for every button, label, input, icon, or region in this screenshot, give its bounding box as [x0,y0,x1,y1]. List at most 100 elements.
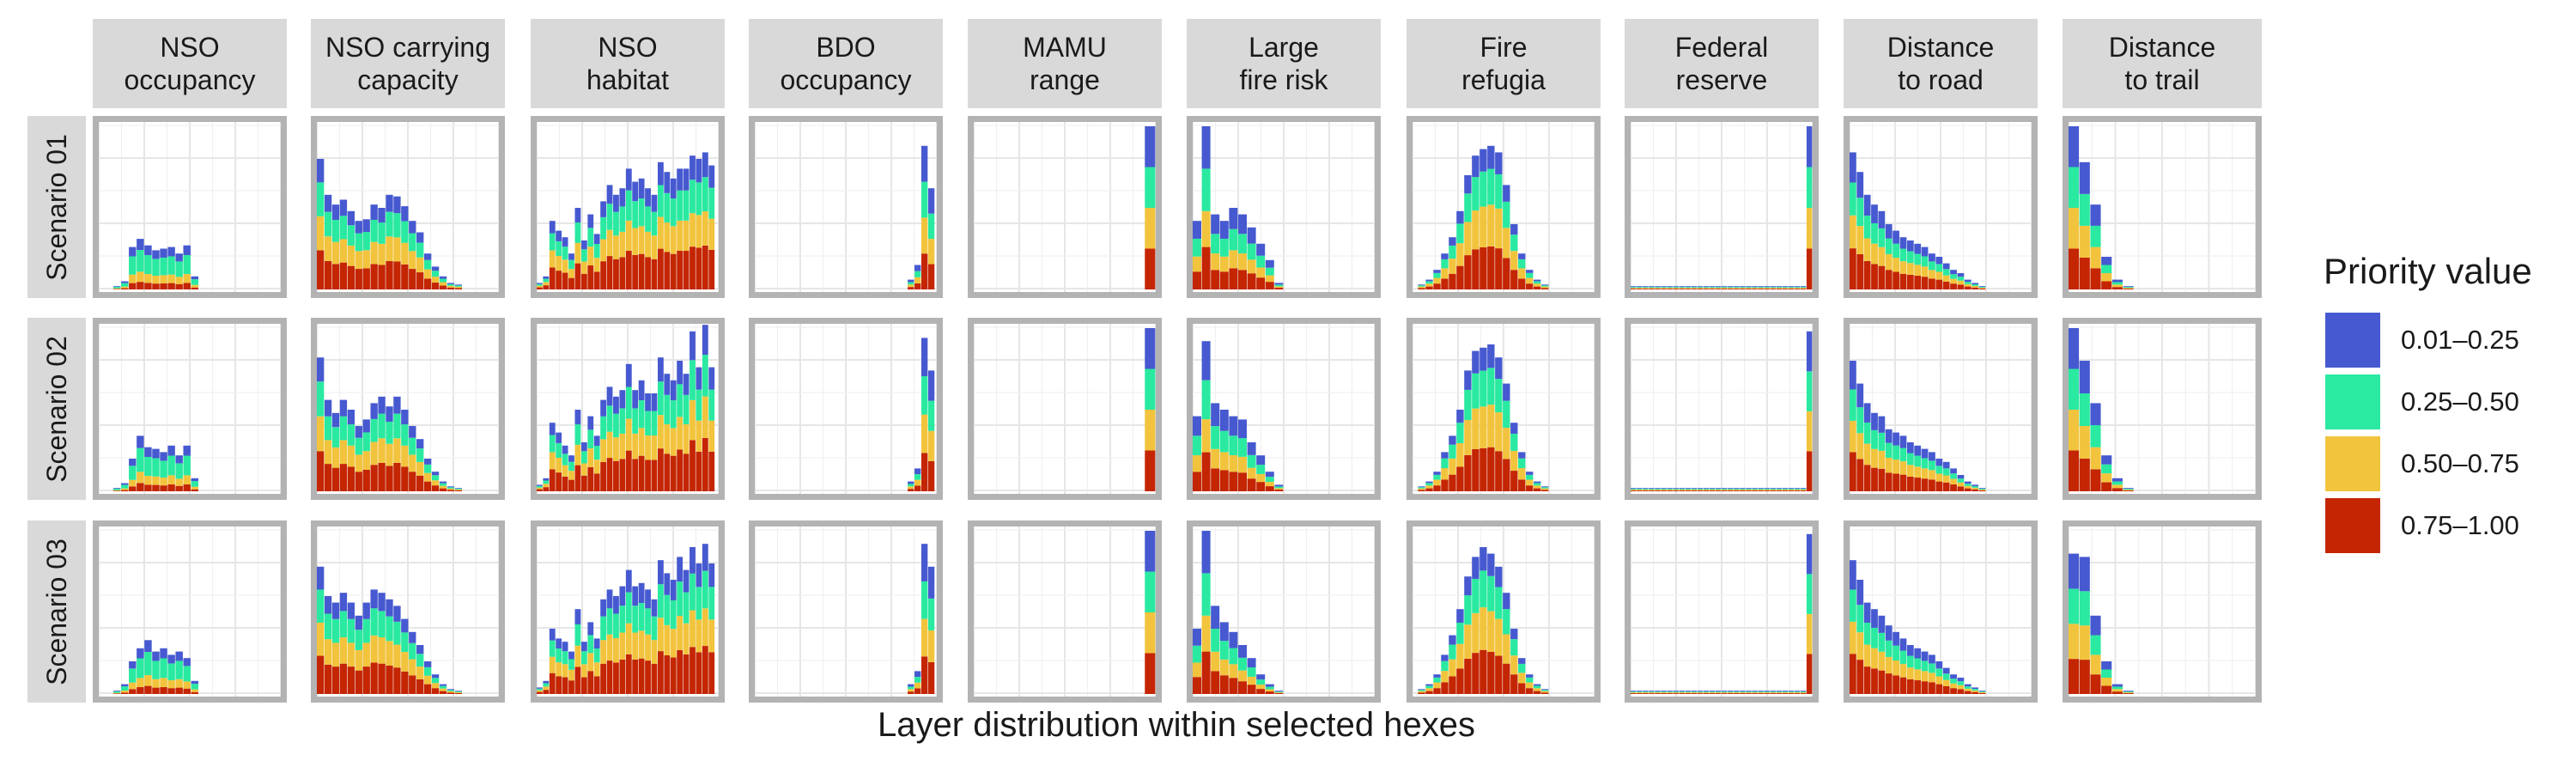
histogram-bar-segment [1715,488,1722,490]
histogram-bar-segment [167,445,175,456]
histogram-bar-segment [632,659,639,694]
histogram-bar-segment [1871,609,1878,628]
histogram-bar-segment [1957,486,1965,491]
histogram-bar-segment [1850,589,1856,622]
histogram-bar-segment [1764,287,1770,289]
histogram-bar-segment [696,587,702,620]
histogram-bar-segment [1211,448,1220,469]
facet-row-label-s03: Scenario 03 [27,520,86,703]
histogram-bar-segment [401,242,409,265]
histogram-bar-segment [362,268,370,289]
histogram-bar-segment [1238,270,1247,289]
histogram-bar-segment [439,688,447,691]
histogram-bar-segment [657,618,664,652]
histogram-bar-segment [1433,674,1441,678]
histogram-bar-segment [606,256,613,289]
histogram-bar-segment [152,687,160,694]
histogram-bar-segment [1878,416,1886,433]
histogram-bar-segment [175,277,183,284]
panel-plot-area [2069,122,2256,292]
histogram-bar-segment [613,413,619,438]
histogram-bar-segment [600,201,607,217]
histogram-bar-segment [1247,658,1256,668]
histogram-bar-segment [112,693,121,694]
histogram-bar-segment [1673,691,1679,693]
histogram-bar-segment [1193,645,1201,663]
histogram-bar-segment [439,488,447,491]
histogram-bar-segment [1655,490,1661,491]
histogram-bar-segment [129,466,137,480]
histogram-bar-segment [677,616,683,650]
histogram-bar-segment [454,691,462,692]
histogram-bar-segment [423,666,432,676]
histogram-bar-segment [347,445,355,467]
histogram-bar-segment [1464,255,1472,289]
histogram-bar-segment [1655,286,1661,288]
histogram-bar-segment [144,640,152,653]
histogram-bar-segment [137,447,144,472]
histogram-bar-segment [1734,286,1740,288]
histogram-bar-segment [1964,279,1971,283]
histogram-bar-segment [1794,692,1801,694]
histogram-bar-segment [1643,693,1649,694]
histogram-bar-segment [1673,490,1679,491]
histogram-bar-segment [1534,691,1541,694]
histogram-bar-segment [1637,286,1643,288]
histogram-bar-segment [144,456,152,477]
histogram-bar-segment [1649,288,1655,289]
histogram-bar-segment [1456,442,1464,467]
histogram-bar-segment [1746,692,1752,694]
histogram-bar-segment [393,438,401,463]
histogram-bar-segment [1247,442,1256,455]
histogram-bar-segment [1655,692,1661,694]
histogram-bar-segment [1211,214,1220,234]
histogram-bar-segment [1806,613,1813,654]
histogram-bar-segment [152,259,160,277]
histogram-bar-segment [1715,288,1722,289]
histogram-bar-segment [549,435,556,453]
histogram-bar-segment [1211,253,1220,271]
histogram-bar-segment [1418,689,1425,691]
histogram-bar-segment [574,444,581,466]
histogram-bar-segment [1871,467,1878,491]
facet-label-nso_occ: NSO occupancy [93,19,287,108]
histogram-bar-segment [606,204,613,230]
histogram-bar-segment [619,433,626,460]
histogram-bar-segment [1746,287,1752,289]
histogram-bar-segment [580,475,587,491]
histogram-bar-segment [112,489,121,490]
histogram-bar-segment [1643,691,1649,693]
histogram-bar-segment [1219,430,1229,453]
histogram-bar-segment [1703,693,1710,694]
histogram-bar-segment [1418,284,1425,286]
histogram-bar-segment [690,180,696,214]
histogram-bar-segment [431,485,440,491]
histogram-bar-segment [1794,693,1801,694]
panel-plot-area [1850,324,2032,494]
histogram-bar-segment [914,479,921,486]
histogram-bar-segment [670,455,677,491]
histogram-bar-segment [537,489,543,491]
histogram-bar-segment [1722,692,1728,694]
histogram-bar-segment [1715,692,1722,694]
histogram-bar-segment [690,331,696,361]
histogram-bar-segment [670,178,677,199]
histogram-bar-segment [331,602,340,619]
histogram-bar-segment [1265,259,1274,268]
histogram-bar-segment [1201,452,1211,491]
histogram-bar-segment [144,652,152,676]
histogram-bar-segment [1788,287,1795,289]
histogram-bar-segment [600,399,607,417]
histogram-bar-segment [549,629,556,641]
histogram-bar-segment [355,251,362,270]
histogram-bar-segment [167,663,175,681]
histogram-bar-segment [112,286,121,288]
histogram-bar-segment [690,155,696,180]
histogram-bar-segment [1709,490,1716,491]
histogram-bar-segment [1433,479,1441,486]
histogram-bar-segment [1449,458,1456,475]
histogram-bar-segment [1709,489,1716,490]
histogram-bar-segment [152,660,160,679]
panel-s03-nso_cc [311,520,505,703]
histogram-bar-segment [670,580,677,600]
